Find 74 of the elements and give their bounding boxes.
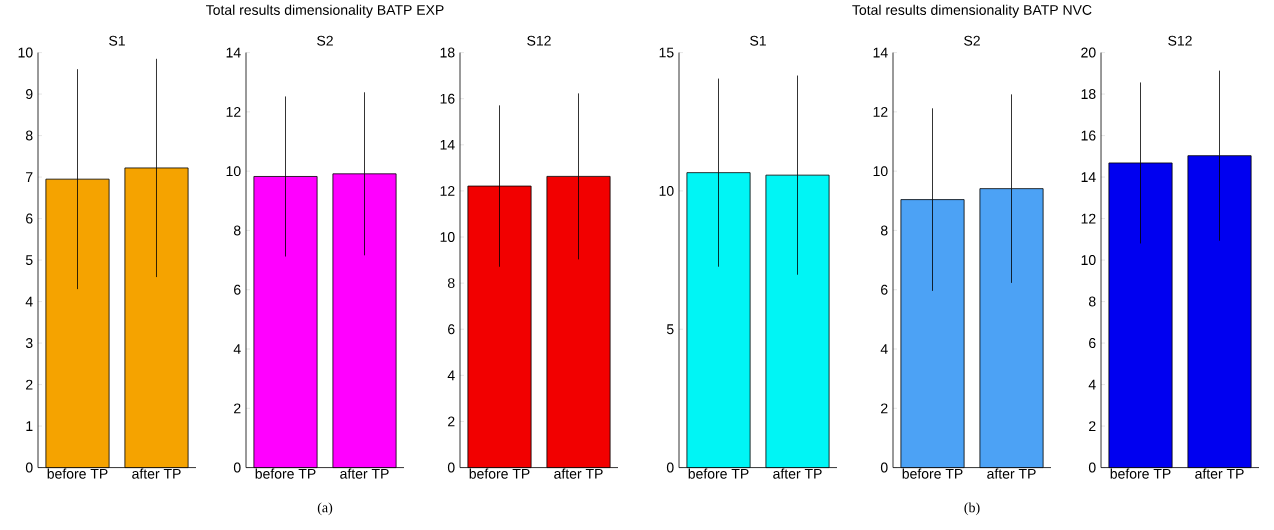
y-tick-label: 15	[659, 47, 674, 58]
y-tick-label: 10	[659, 186, 674, 197]
chart-title: S2	[964, 35, 980, 46]
y-tick-label: 6	[448, 324, 455, 335]
y-tick-label: 8	[880, 225, 888, 236]
x-tick-label: after TP	[773, 468, 822, 479]
y-tick-label: 0	[25, 462, 33, 473]
x-tick-label: after TP	[340, 468, 389, 479]
text: (b)	[964, 502, 980, 516]
y-tick-label: 2	[881, 403, 888, 414]
y-tick-label: 14	[1081, 172, 1096, 183]
y-tick-label: 6	[26, 213, 33, 224]
x-tick-label: before TP	[255, 468, 316, 479]
x-tick-label: after TP	[1195, 468, 1244, 479]
text: (a)	[317, 502, 333, 516]
y-tick-label: 4	[1088, 379, 1096, 390]
y-tick-label: 18	[1081, 89, 1096, 100]
y-tick-label: 8	[233, 225, 241, 236]
y-tick-label: 6	[881, 284, 888, 295]
y-tick-label: 0	[1088, 462, 1096, 473]
y-tick-label: 16	[1081, 130, 1096, 141]
y-tick-label: 18	[440, 47, 455, 58]
y-tick-label: 12	[873, 107, 888, 117]
y-tick-label: 10	[226, 166, 241, 177]
chart-title: S1	[109, 35, 125, 46]
y-tick-label: 9	[26, 89, 33, 100]
y-tick-label: 2	[1089, 421, 1096, 432]
chart-title: S1	[750, 35, 766, 46]
chart-title: S12	[1168, 35, 1192, 46]
x-tick-label: after TP	[554, 468, 603, 479]
x-tick-label: before TP	[1110, 468, 1171, 479]
y-tick-label: 4	[447, 370, 455, 381]
y-tick-label: 10	[18, 47, 33, 58]
y-tick-label: 0	[233, 462, 241, 473]
y-tick-label: 20	[1081, 47, 1096, 58]
y-tick-label: 5	[666, 324, 674, 335]
y-tick-label: 10	[440, 232, 455, 243]
chart-title: S2	[317, 35, 333, 46]
y-tick-label: 4	[880, 344, 888, 355]
y-tick-label: 5	[25, 255, 33, 266]
y-tick-label: 1	[26, 421, 33, 432]
y-tick-label: 12	[440, 186, 455, 196]
y-tick-label: 2	[26, 379, 33, 390]
y-tick-label: 3	[25, 338, 33, 349]
text: Total results dimensionality BATP EXP	[206, 4, 444, 18]
x-tick-label: before TP	[469, 468, 530, 479]
y-tick-label: 6	[234, 284, 241, 295]
y-tick-label: 14	[226, 47, 241, 58]
y-tick-label: 10	[873, 166, 888, 177]
y-tick-label: 8	[25, 130, 33, 141]
y-tick-label: 12	[226, 107, 241, 117]
x-tick-label: before TP	[688, 468, 749, 479]
y-tick-label: 4	[233, 344, 241, 355]
chart-title: S12	[527, 35, 551, 46]
text: Total results dimensionality BATP NVC	[852, 4, 1092, 18]
x-tick-label: before TP	[47, 468, 108, 479]
y-tick-label: 6	[1089, 338, 1096, 349]
y-tick-label: 2	[234, 403, 241, 414]
x-tick-label: before TP	[902, 468, 963, 479]
y-tick-label: 0	[666, 462, 674, 473]
y-tick-label: 0	[880, 462, 888, 473]
y-tick-label: 10	[1081, 255, 1096, 266]
y-tick-label: 2	[448, 416, 455, 427]
y-tick-label: 4	[25, 296, 33, 307]
y-tick-label: 14	[440, 140, 455, 150]
y-tick-label: 8	[1088, 296, 1096, 307]
y-tick-label: 14	[873, 47, 888, 58]
x-tick-label: after TP	[987, 468, 1036, 479]
x-tick-label: after TP	[132, 468, 181, 479]
y-tick-label: 7	[26, 172, 33, 183]
y-tick-label: 0	[447, 462, 455, 473]
y-tick-label: 16	[440, 93, 455, 104]
y-tick-label: 12	[1081, 213, 1096, 224]
y-tick-label: 8	[447, 278, 455, 289]
